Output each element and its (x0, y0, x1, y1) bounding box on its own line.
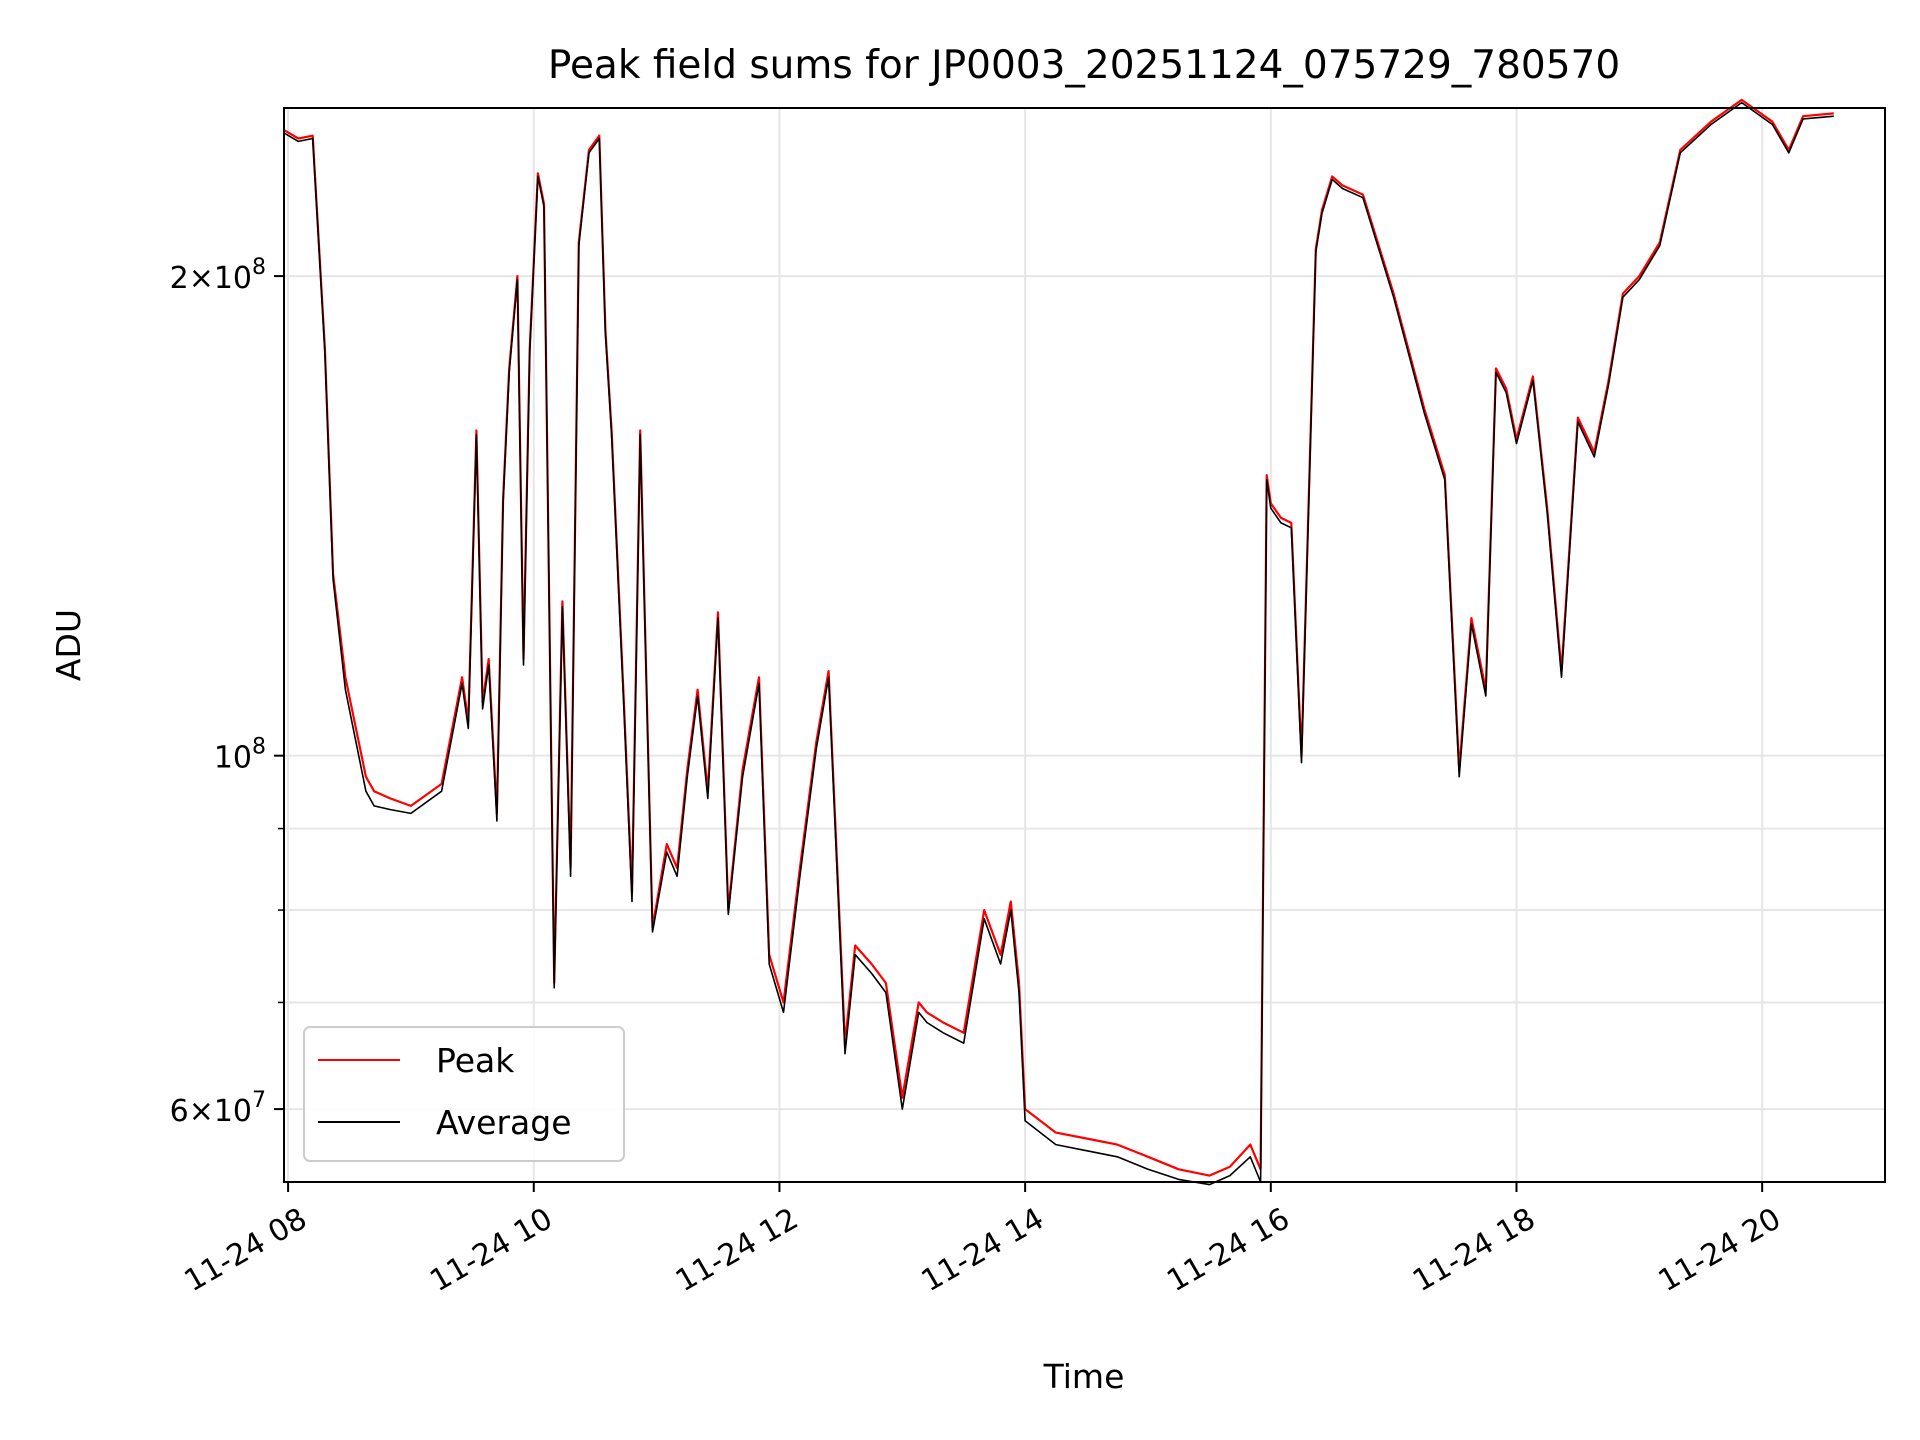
y-tick-mantissa: 2 (170, 261, 189, 296)
y-axis-label: ADU (49, 609, 88, 681)
y-tick-label: 108 (214, 735, 266, 776)
legend-label-average: Average (436, 1103, 572, 1142)
series-line-average (283, 101, 1834, 1186)
grid-lines (284, 108, 1885, 1182)
y-tick-exponent: 7 (252, 1088, 266, 1113)
series-group (283, 98, 1834, 1186)
y-tick-base: ×10 (189, 1094, 252, 1129)
y-tick-mantissa: 6 (170, 1094, 189, 1129)
x-axis-label: Time (1043, 1357, 1125, 1396)
y-tick-base: 10 (214, 741, 252, 776)
y-tick-label: 6×107 (170, 1088, 266, 1129)
legend: Peak Average (303, 1026, 625, 1162)
y-tick-label: 2×108 (170, 255, 266, 296)
chart-title: Peak field sums for JP0003_20251124_0757… (548, 43, 1620, 88)
legend-label-peak: Peak (436, 1041, 515, 1080)
plot-frame (283, 107, 1886, 1183)
y-tick-exponent: 8 (252, 735, 266, 760)
y-tick-exponent: 8 (252, 255, 266, 280)
y-tick-base: ×10 (189, 261, 252, 296)
